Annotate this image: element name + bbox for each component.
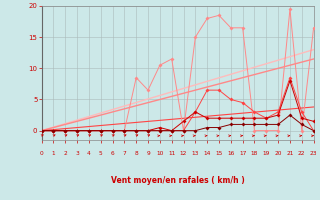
- X-axis label: Vent moyen/en rafales ( km/h ): Vent moyen/en rafales ( km/h ): [111, 176, 244, 185]
